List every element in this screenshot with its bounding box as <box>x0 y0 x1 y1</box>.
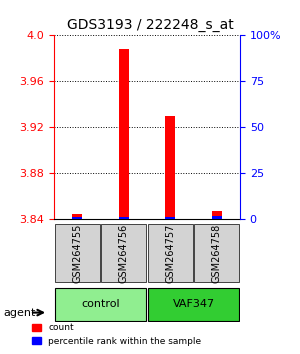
Text: GSM264756: GSM264756 <box>119 223 129 283</box>
Bar <box>119 217 129 219</box>
FancyBboxPatch shape <box>194 224 239 282</box>
Text: GSM264758: GSM264758 <box>212 223 222 283</box>
Text: GSM264755: GSM264755 <box>72 223 82 283</box>
FancyBboxPatch shape <box>148 224 193 282</box>
Bar <box>165 217 175 219</box>
Bar <box>212 216 222 219</box>
FancyBboxPatch shape <box>148 288 239 321</box>
FancyBboxPatch shape <box>101 224 146 282</box>
Legend: count, percentile rank within the sample: count, percentile rank within the sample <box>28 320 205 349</box>
Bar <box>72 217 82 219</box>
Bar <box>119 49 129 219</box>
Text: VAF347: VAF347 <box>172 299 214 309</box>
Text: control: control <box>81 299 120 309</box>
Text: GSM264757: GSM264757 <box>165 223 175 283</box>
Text: GDS3193 / 222248_s_at: GDS3193 / 222248_s_at <box>67 18 233 32</box>
Bar <box>72 214 82 219</box>
Text: agent: agent <box>3 308 35 318</box>
Bar <box>212 211 222 219</box>
FancyBboxPatch shape <box>55 288 146 321</box>
FancyBboxPatch shape <box>55 224 100 282</box>
Bar <box>165 116 175 219</box>
